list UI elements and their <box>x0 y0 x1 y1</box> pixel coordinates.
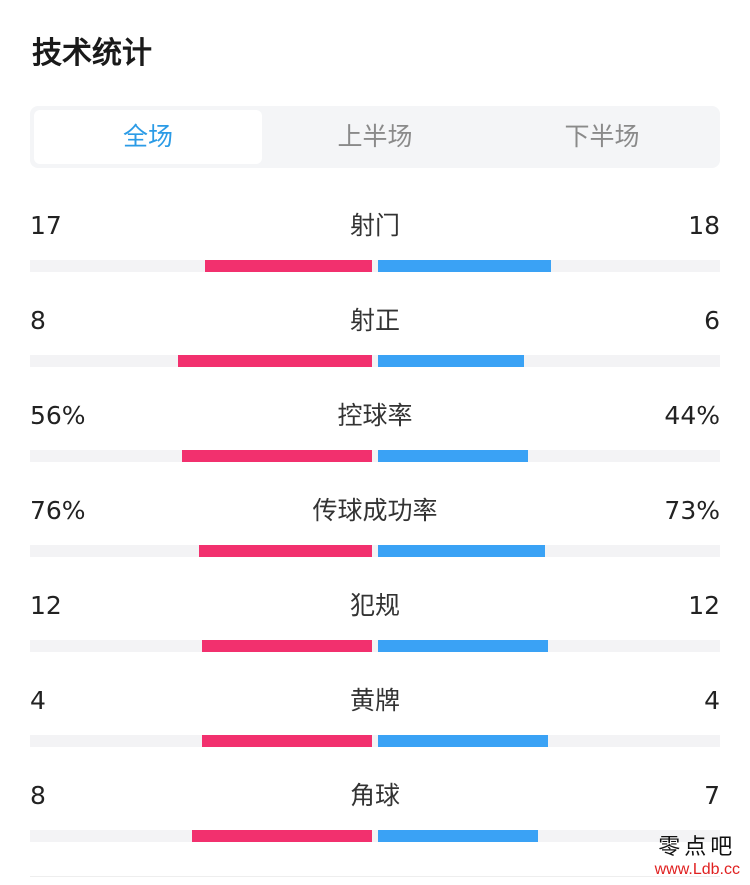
home-bar <box>205 260 372 272</box>
away-bar <box>378 735 548 747</box>
stat-row-pass-accuracy: 76% 传球成功率 73% <box>30 491 720 571</box>
stat-track <box>30 260 720 272</box>
stat-label: 黄牌 <box>349 686 400 715</box>
home-value: 12 <box>30 591 62 620</box>
away-bar <box>378 545 545 557</box>
stat-label: 射门 <box>349 211 400 240</box>
home-value: 56% <box>30 401 86 430</box>
home-value: 8 <box>30 306 46 335</box>
stat-track <box>30 355 720 367</box>
tab-full-match[interactable]: 全场 <box>34 110 262 164</box>
home-bar <box>202 735 372 747</box>
home-value: 8 <box>30 781 46 810</box>
tab-first-half[interactable]: 上半场 <box>337 122 413 151</box>
watermark-url: www.Ldb.cc <box>654 860 740 878</box>
page-title: 技术统计 <box>32 36 152 71</box>
away-value: 18 <box>688 211 720 240</box>
away-value: 73% <box>664 496 720 525</box>
away-bar <box>378 355 524 367</box>
stat-track <box>30 640 720 652</box>
stat-track <box>30 735 720 747</box>
away-value: 44% <box>664 401 720 430</box>
away-value: 6 <box>704 306 720 335</box>
home-value: 76% <box>30 496 86 525</box>
period-tabs: 全场 上半场 下半场 <box>30 106 720 168</box>
stat-track <box>30 830 720 842</box>
stat-label: 角球 <box>349 781 400 810</box>
away-bar <box>378 260 551 272</box>
stat-row-possession: 56% 控球率 44% <box>30 396 720 476</box>
stat-label: 射正 <box>349 306 400 335</box>
site-watermark: 零点吧 www.Ldb.cc <box>655 835 740 879</box>
stat-row-shots-on-target: 8 射正 6 <box>30 301 720 381</box>
away-bar <box>378 640 548 652</box>
watermark-name: 零点吧 <box>658 835 737 861</box>
stat-row-yellow-cards: 4 黄牌 4 <box>30 681 720 761</box>
home-value: 4 <box>30 686 46 715</box>
stat-row-corners: 8 角球 7 <box>30 776 720 856</box>
stat-label: 控球率 <box>337 401 413 430</box>
home-bar <box>182 450 372 462</box>
stat-row-fouls: 12 犯规 12 <box>30 586 720 666</box>
home-bar <box>178 355 372 367</box>
away-bar <box>378 830 538 842</box>
stat-row-shots: 17 射门 18 <box>30 206 720 286</box>
away-value: 7 <box>704 781 720 810</box>
home-bar <box>202 640 372 652</box>
away-value: 4 <box>704 686 720 715</box>
tab-second-half[interactable]: 下半场 <box>564 122 640 151</box>
home-bar <box>199 545 372 557</box>
away-value: 12 <box>688 591 720 620</box>
away-bar <box>378 450 528 462</box>
stat-track <box>30 450 720 462</box>
stat-label: 犯规 <box>349 591 400 620</box>
home-value: 17 <box>30 211 62 240</box>
divider <box>30 876 720 877</box>
stat-label: 传球成功率 <box>312 496 438 525</box>
home-bar <box>192 830 372 842</box>
stat-track <box>30 545 720 557</box>
